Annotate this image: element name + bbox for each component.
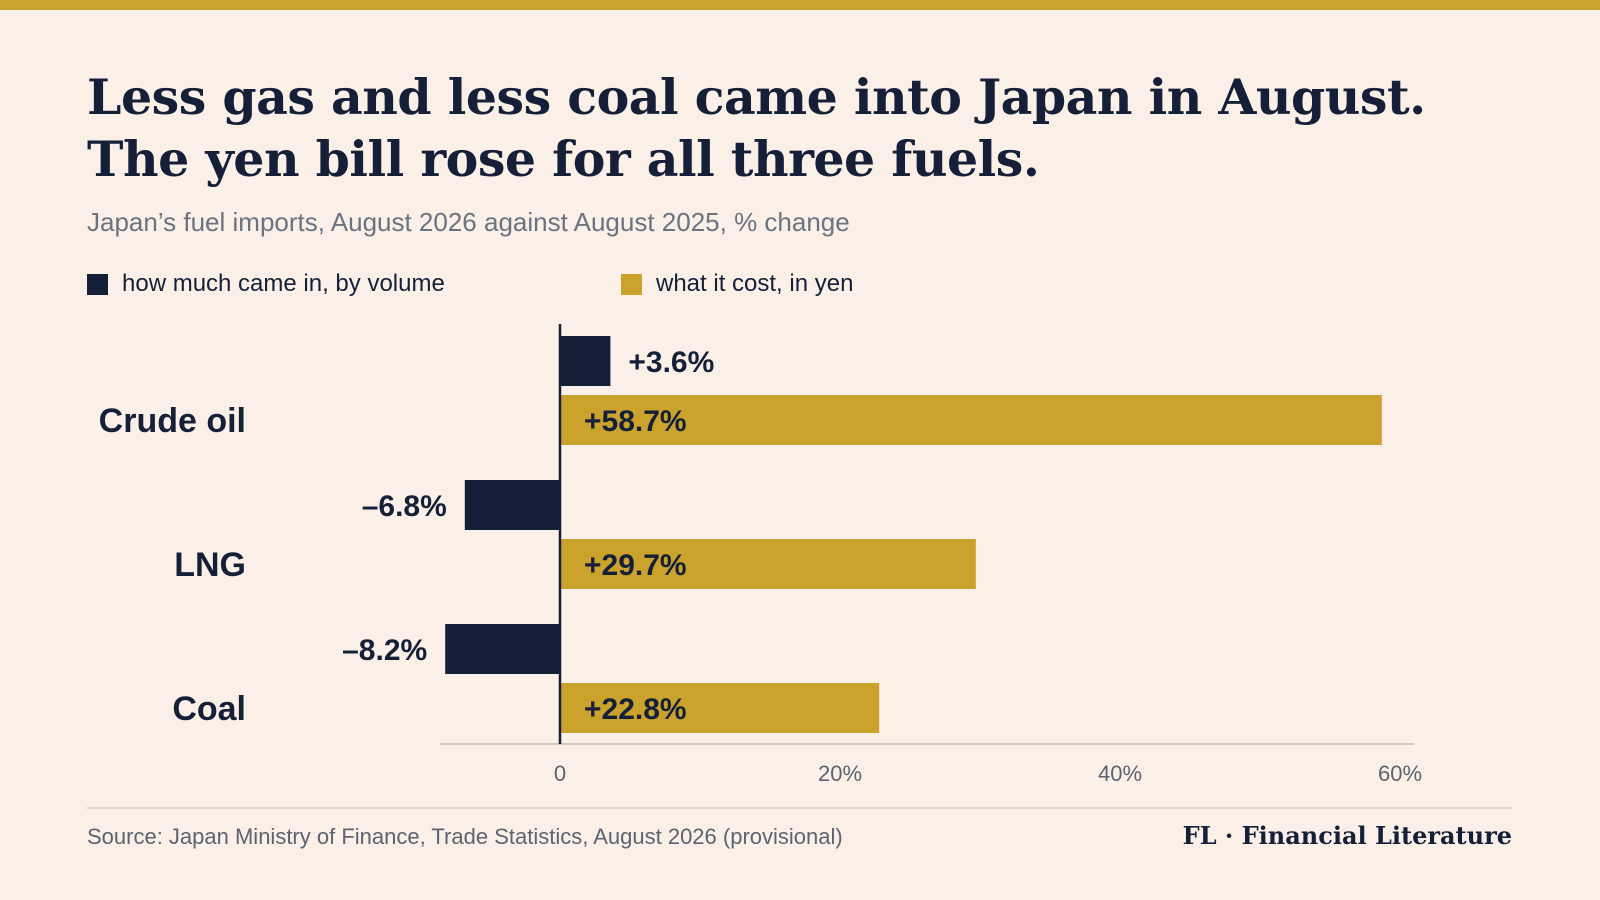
- x-tick-label-60pct: 60%: [1378, 761, 1422, 786]
- legend-label-yen: what it cost, in yen: [656, 270, 854, 297]
- data-label-yen-lng: +29.7%: [584, 549, 687, 582]
- data-label-volume-lng: –6.8%: [362, 490, 447, 523]
- x-tick-label-40pct: 40%: [1098, 761, 1142, 786]
- bar-yen-lng: [560, 539, 976, 589]
- bar-volume-lng: [464, 480, 560, 530]
- legend-item-yen: what it cost, in yen: [621, 268, 853, 300]
- legend-swatch-yen: [621, 273, 642, 295]
- chart-title-line-2: The yen bill rose for all three fuels.: [87, 130, 1040, 188]
- top-accent-rule: [0, 0, 1600, 10]
- bar-chart: Crude oil +3.6% +58.7% LNG –6.8% +29.7% Coal –8…: [99, 324, 1422, 786]
- source-note: Source: Japan Ministry of Finance, Trade…: [87, 824, 843, 849]
- footer-divider: [87, 807, 1512, 809]
- bar-volume-crude-oil: [560, 336, 611, 386]
- category-label-crude-oil: Crude oil: [99, 402, 246, 440]
- publisher-brand: FL · Financial Literature: [1182, 821, 1512, 850]
- data-label-yen-crude-oil: +58.7%: [584, 405, 687, 438]
- chart-legend: how much came in, by volume what it cost…: [87, 268, 987, 300]
- data-label-volume-crude-oil: +3.6%: [628, 346, 714, 379]
- x-tick-label-20pct: 20%: [818, 761, 862, 786]
- chart-subtitle: Japan’s fuel imports, August 2026 agains…: [87, 207, 850, 237]
- x-tick-label-0: 0: [554, 761, 566, 786]
- chart-title: Less gas and less coal came into Japan i…: [87, 66, 1547, 190]
- data-label-volume-coal: –8.2%: [342, 634, 427, 667]
- bar-volume-coal: [445, 624, 560, 674]
- legend-label-volume: how much came in, by volume: [122, 270, 445, 297]
- category-label-lng: LNG: [174, 546, 246, 584]
- category-label-coal: Coal: [172, 690, 246, 728]
- chart-title-line-1: Less gas and less coal came into Japan i…: [87, 68, 1426, 126]
- data-label-yen-coal: +22.8%: [584, 693, 687, 726]
- bar-yen-crude-oil: [560, 395, 1382, 445]
- legend-swatch-volume: [87, 273, 108, 295]
- legend-item-volume: how much came in, by volume: [87, 268, 445, 300]
- bar-yen-coal: [560, 683, 880, 733]
